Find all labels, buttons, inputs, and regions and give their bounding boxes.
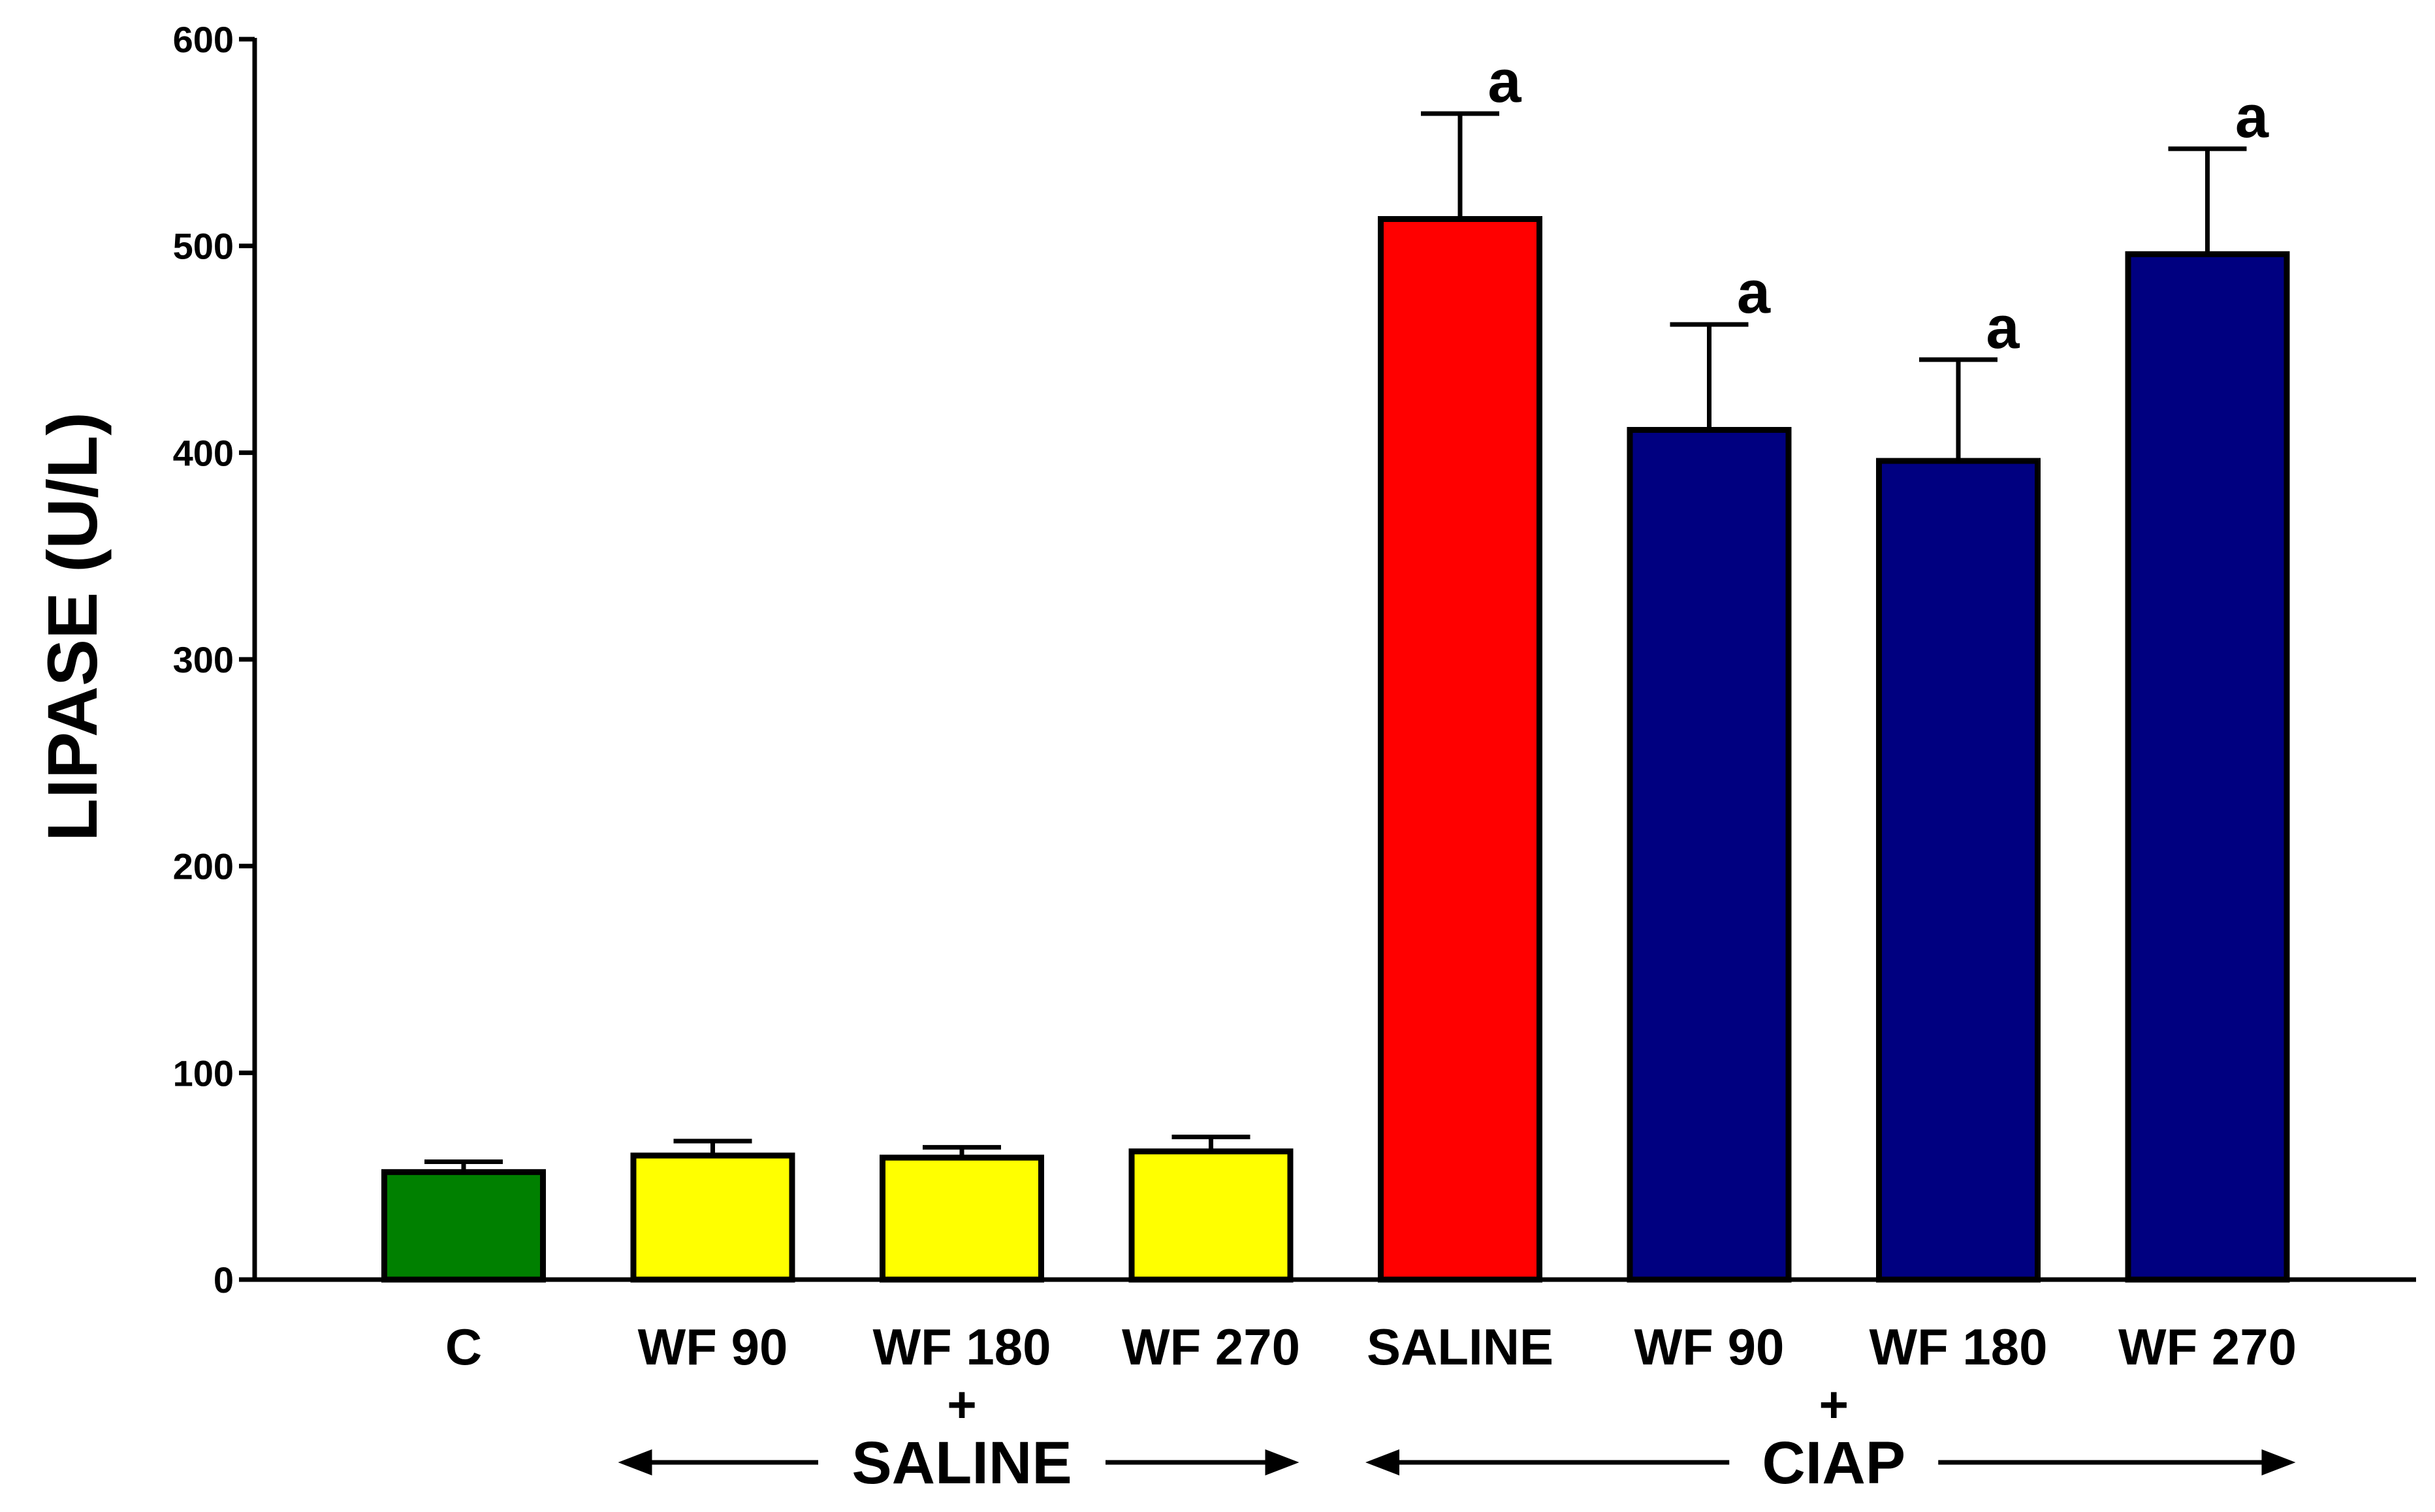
y-tick-label: 200 <box>173 846 234 887</box>
bar <box>1627 427 1792 1283</box>
significance-label: a <box>1737 259 1771 326</box>
bar <box>1128 1148 1294 1283</box>
group-arrowhead-right <box>1265 1449 1299 1475</box>
y-tick-label: 400 <box>173 432 234 473</box>
bar <box>880 1154 1044 1283</box>
y-tick-label: 0 <box>214 1259 234 1300</box>
y-tick-label: 100 <box>173 1052 234 1094</box>
group-plus-sign: + <box>947 1376 977 1433</box>
bar <box>1876 458 2041 1283</box>
bars <box>381 111 2290 1283</box>
y-tick-label: 600 <box>173 19 234 60</box>
y-axis-label: LIPASE (U/L) <box>33 412 112 842</box>
category-label: WF 90 <box>1634 1318 1785 1376</box>
group-label: SALINE <box>851 1430 1072 1496</box>
labels: C WF 90 WF 180 WF 270 a SALINE a WF 90 a WF 180 a W… <box>445 48 2297 1496</box>
group-plus-sign: + <box>1819 1376 1849 1433</box>
category-label: WF 90 <box>638 1318 788 1376</box>
y-tick-label: 300 <box>173 639 234 680</box>
bar <box>381 1169 546 1283</box>
group-arrowhead-right <box>2261 1449 2296 1475</box>
bar <box>2125 251 2290 1283</box>
group-label: CIAP <box>1762 1430 1905 1496</box>
y-tick-label: 500 <box>173 226 234 267</box>
category-label: WF 180 <box>1869 1318 2047 1376</box>
axes: 0 100 200 300 400 500 600 <box>173 19 2416 1300</box>
significance-label: a <box>1986 294 2020 361</box>
group-arrowhead-left <box>618 1449 652 1475</box>
significance-label: a <box>1488 48 1521 115</box>
category-label: WF 270 <box>1122 1318 1300 1376</box>
category-label: WF 270 <box>2118 1318 2297 1376</box>
significance-label: a <box>2235 84 2269 150</box>
category-label: C <box>445 1318 482 1376</box>
bar <box>1378 216 1542 1283</box>
category-label: WF 180 <box>872 1318 1051 1376</box>
group-arrowhead-left <box>1365 1449 1399 1475</box>
category-label: SALINE <box>1367 1318 1553 1376</box>
bar <box>630 1152 795 1283</box>
